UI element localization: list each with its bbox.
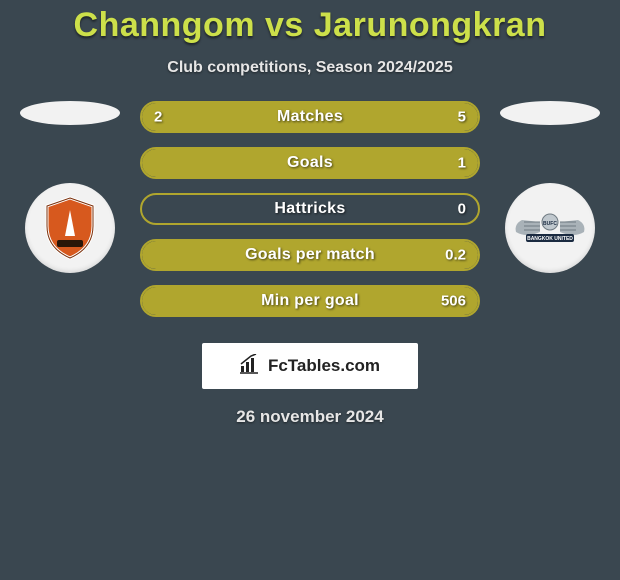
- stats-column: 2 Matches 5 Goals 1 Hattricks 0 Goals per match…: [135, 101, 485, 317]
- stat-value-right: 506: [441, 293, 466, 310]
- stat-bar: 2 Matches 5: [140, 101, 480, 133]
- bar-fill-right: [239, 103, 478, 131]
- stat-value-left: 2: [154, 109, 162, 126]
- left-player-photo-placeholder: [20, 101, 120, 125]
- svg-text:BUFC: BUFC: [543, 221, 557, 227]
- stat-label: Hattricks: [274, 200, 345, 218]
- chart-icon: [240, 354, 262, 379]
- stat-bar: Hattricks 0: [140, 193, 480, 225]
- left-club-badge: [25, 183, 115, 273]
- stat-label: Goals per match: [245, 246, 375, 264]
- page-title: Channgom vs Jarunongkran: [74, 6, 547, 45]
- right-player-photo-placeholder: [500, 101, 600, 125]
- stat-label: Matches: [277, 108, 343, 126]
- brand-text: FcTables.com: [268, 356, 380, 376]
- subtitle: Club competitions, Season 2024/2025: [167, 59, 452, 77]
- stat-value-right: 1: [458, 155, 466, 172]
- right-player-col: BUFC BANGKOK UNITED: [495, 101, 605, 273]
- stat-label: Min per goal: [261, 292, 359, 310]
- brand-box: FcTables.com: [202, 343, 418, 389]
- left-player-col: [15, 101, 125, 273]
- svg-text:BANGKOK UNITED: BANGKOK UNITED: [527, 236, 573, 242]
- right-club-badge: BUFC BANGKOK UNITED: [505, 183, 595, 273]
- stat-label: Goals: [287, 154, 333, 172]
- stat-bar: Min per goal 506: [140, 285, 480, 317]
- stat-value-right: 5: [458, 109, 466, 126]
- stat-value-right: 0: [458, 201, 466, 218]
- stat-bar: Goals 1: [140, 147, 480, 179]
- wings-icon: BUFC BANGKOK UNITED: [512, 208, 588, 248]
- date-text: 26 november 2024: [236, 407, 383, 427]
- shield-icon: [43, 196, 97, 260]
- stat-bar: Goals per match 0.2: [140, 239, 480, 271]
- comparison-row: 2 Matches 5 Goals 1 Hattricks 0 Goals per match…: [0, 101, 620, 317]
- stat-value-right: 0.2: [445, 247, 466, 264]
